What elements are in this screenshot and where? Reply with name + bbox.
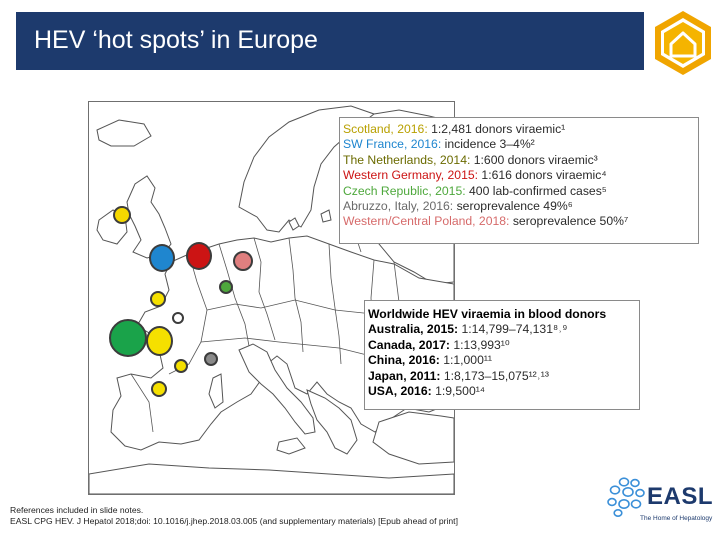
hotspot-italy xyxy=(204,352,218,366)
europe-item: Scotland, 2016: 1:2,481 donors viraemic¹ xyxy=(343,122,698,137)
easl-tagline: The Home of Hepatology xyxy=(640,515,713,522)
references-footer: References included in slide notes. EASL… xyxy=(10,505,458,527)
europe-item-text: seroprevalence 50%⁷ xyxy=(509,214,629,229)
world-item-text: 1:14,799–74,131⁸˒⁹ xyxy=(458,322,568,337)
easl-logo: EASL The Home of Hepatology xyxy=(602,472,714,534)
citation: EASL CPG HEV. J Hepatol 2018;doi: 10.101… xyxy=(10,516,458,526)
hotspot-poland xyxy=(233,251,253,271)
europe-item-label: Scotland, 2016: xyxy=(343,122,428,136)
world-item-label: Australia, 2015: xyxy=(368,322,459,337)
europe-item-label: The Netherlands, 2014: xyxy=(343,152,471,167)
europe-item-text: 1:2,481 donors viraemic¹ xyxy=(427,122,566,136)
hotspot-western-germany xyxy=(186,242,212,270)
europe-item-text: incidence 3–4%² xyxy=(441,137,535,152)
europe-item-label: SW France, 2016: xyxy=(343,137,442,152)
easl-logo-text: EASL xyxy=(647,483,714,510)
hotspot-sw-france xyxy=(109,319,147,357)
europe-item: Western Germany, 2015: 1:616 donors vira… xyxy=(343,168,698,183)
slide-title: HEV ‘hot spots’ in Europe xyxy=(34,26,318,54)
world-item-text: 1:13,993¹⁰ xyxy=(449,337,510,352)
hotspot-alps xyxy=(172,312,184,324)
world-item-text: 1:1,000¹¹ xyxy=(439,353,492,368)
references-note: References included in slide notes. xyxy=(10,505,144,515)
hotspot-czech xyxy=(219,280,233,294)
europe-item-text: seroprevalence 49%⁶ xyxy=(453,199,573,214)
world-item: China, 2016: 1:1,000¹¹ xyxy=(368,353,639,368)
hotspot-belgium xyxy=(149,244,175,272)
world-item-text: 1:9,500¹⁴ xyxy=(431,384,486,399)
europe-item: Western/Central Poland, 2018: seropreval… xyxy=(343,214,698,229)
slide-header: HEV ‘hot spots’ in Europe xyxy=(0,0,720,78)
europe-item-label: Abruzzo, Italy, 2016: xyxy=(343,199,454,214)
easl-dots-icon xyxy=(607,477,645,517)
europe-item: Abruzzo, Italy, 2016: seroprevalence 49%… xyxy=(343,199,698,214)
hotspot-netherlands xyxy=(150,291,166,307)
worldwide-title: Worldwide HEV viraemia in blood donors xyxy=(368,307,607,321)
world-item-text: 1:8,173–15,075¹²˒¹³ xyxy=(440,368,549,383)
world-item-label: Canada, 2017: xyxy=(368,337,450,352)
europe-item-label: Western/Central Poland, 2018: xyxy=(343,214,510,229)
hotspot-scotland xyxy=(113,206,131,224)
europe-item-text: 400 lab-confirmed cases⁵ xyxy=(465,183,607,198)
europe-hotspot-list: Scotland, 2016: 1:2,481 donors viraemic¹… xyxy=(339,117,699,244)
world-item-label: China, 2016: xyxy=(368,353,440,368)
world-item-label: USA, 2016: xyxy=(368,384,432,399)
europe-item-text: 1:616 donors viraemic⁴ xyxy=(478,168,607,183)
europe-item: The Netherlands, 2014: 1:600 donors vira… xyxy=(343,153,698,168)
europe-item-text: 1:600 donors viraemic³ xyxy=(470,152,598,167)
hotspot-france-west xyxy=(146,326,173,356)
world-item: Canada, 2017: 1:13,993¹⁰ xyxy=(368,338,639,353)
europe-item-label: Western Germany, 2015: xyxy=(343,168,479,183)
hotspot-sardinia xyxy=(174,359,188,373)
europe-item: Czech Republic, 2015: 400 lab-confirmed … xyxy=(343,184,698,199)
europe-item-label: Czech Republic, 2015: xyxy=(343,183,466,198)
europe-item: SW France, 2016: incidence 3–4%² xyxy=(343,137,698,152)
world-item: Australia, 2015: 1:14,799–74,131⁸˒⁹ xyxy=(368,322,639,337)
world-item-label: Japan, 2011: xyxy=(368,368,441,383)
world-item: USA, 2016: 1:9,500¹⁴ xyxy=(368,384,639,399)
world-item: Japan, 2011: 1:8,173–15,075¹²˒¹³ xyxy=(368,369,639,384)
title-bar: HEV ‘hot spots’ in Europe xyxy=(16,12,644,70)
home-icon[interactable] xyxy=(650,8,716,78)
worldwide-viraemia-list: Worldwide HEV viraemia in blood donors A… xyxy=(364,300,640,410)
hotspot-sw-yellow xyxy=(151,381,167,397)
